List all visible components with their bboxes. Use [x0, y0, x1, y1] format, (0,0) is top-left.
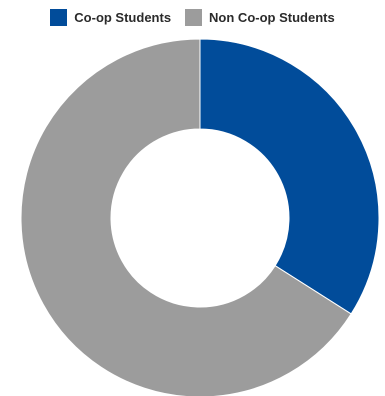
legend-label-co-op-students: Co-op Students	[74, 10, 172, 25]
legend-item-non-co-op-students[interactable]: Non Co-op Students	[185, 9, 335, 26]
slice-non-co-op-students[interactable]	[20, 38, 352, 396]
legend-swatch-co-op-students	[50, 9, 68, 26]
legend-swatch-non-co-op-students	[185, 9, 203, 26]
slice-co-op-students[interactable]	[199, 38, 380, 315]
legend-label-non-co-op-students: Non Co-op Students	[209, 10, 335, 25]
legend-item-co-op-students[interactable]: Co-op Students	[50, 9, 171, 26]
chart-legend: Co-op Students Non Co-op Students	[0, 9, 385, 26]
